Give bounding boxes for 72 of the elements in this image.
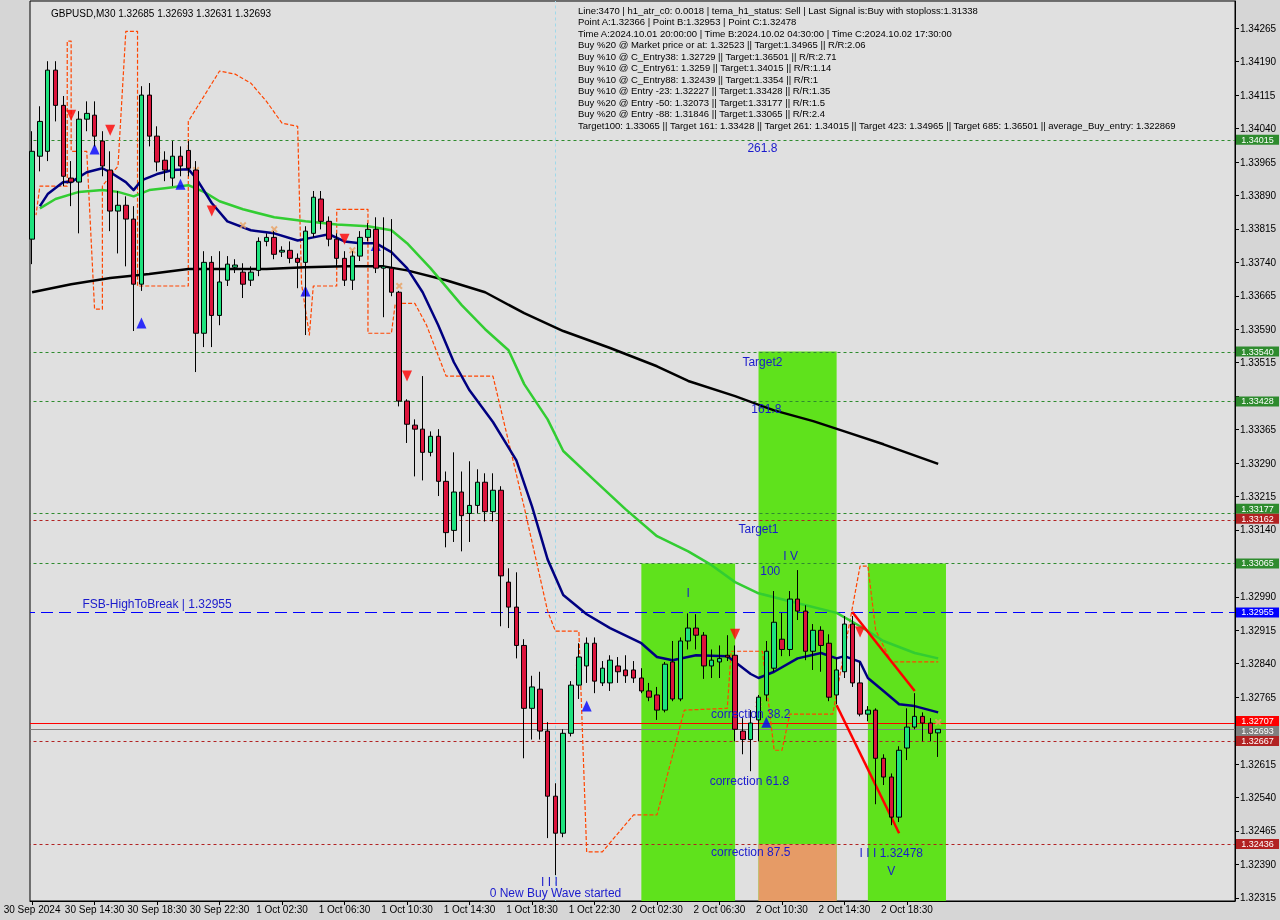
- annotation: Buy %20 @ Market price or at: 1.32523 || Target:1.34965 || R/R:2.06: [578, 39, 866, 50]
- y-tick-label: 1.33215: [1240, 490, 1277, 502]
- y-tick-label: 1.32465: [1240, 825, 1277, 837]
- y-tick-label: 1.33965: [1240, 156, 1277, 168]
- y-tick-label: 1.32540: [1240, 792, 1277, 804]
- ref-line-label: 1.32707: [1241, 716, 1274, 727]
- ref-line-label: 1.33177: [1241, 503, 1274, 514]
- annotation: Buy %20 @ Entry -50: 1.32073 || Target:1.33177 || R/R:1.5: [578, 96, 825, 108]
- ref-line-label: 1.33540: [1241, 346, 1274, 357]
- y-tick-label: 1.32390: [1240, 858, 1277, 870]
- annotation: I I I 1.32478: [859, 846, 924, 861]
- y-tick-label: 1.33140: [1240, 524, 1277, 536]
- y-tick-label: 1.34115: [1240, 89, 1276, 101]
- y-tick-label: 1.34040: [1240, 123, 1277, 135]
- x-tick-label: 2 Oct 14:30: [818, 903, 871, 915]
- x-tick-label: 2 Oct 10:30: [756, 903, 809, 915]
- x-tick-label: 2 Oct 18:30: [881, 903, 934, 915]
- ref-line-label: 1.33428: [1241, 396, 1274, 407]
- y-tick-label: 1.33665: [1240, 290, 1277, 302]
- annotation: I V: [783, 549, 798, 564]
- annotation: Buy %10 @ C_Entry88: 1.32439 || Target:1.3354 || R/R:1: [578, 73, 819, 85]
- annotation: Buy %10 @ C_Entry61: 1.3259 || Target:1.34015 || R/R:1.14: [578, 62, 832, 73]
- x-tick-label: 2 Oct 02:30: [631, 903, 684, 915]
- annotation: Buy %10 @ Entry -23: 1.32227 || Target:1.33428 || R/R:1.35: [578, 85, 831, 96]
- y-tick-label: 1.32990: [1240, 591, 1277, 603]
- y-tick-label: 1.33815: [1240, 223, 1277, 235]
- y-tick-label: 1.33890: [1240, 189, 1277, 201]
- y-tick-label: 1.32615: [1240, 758, 1277, 770]
- annotation: correction 38.2: [711, 707, 791, 722]
- x-tick-label: 1 Oct 10:30: [381, 903, 434, 915]
- ref-line-label: 1.32955: [1241, 607, 1274, 618]
- x-tick-label: 1 Oct 14:30: [443, 903, 496, 915]
- x-tick-label: 30 Sep 18:30: [127, 903, 188, 915]
- text: GBPUSD,M30 1.32685 1.32693 1.32631 1.32693: [51, 7, 272, 19]
- ref-line-label: 1.33065: [1241, 558, 1274, 569]
- x-tick-label: 30 Sep 22:30: [189, 903, 250, 915]
- annotation: 100: [760, 564, 781, 579]
- y-tick-label: 1.33515: [1240, 357, 1277, 369]
- ref-line-label: 1.32693: [1241, 726, 1274, 737]
- annotation: Time A:2024.10.01 20:00:00 | Time B:2024.10.02 04:30:00 | Time C:2024.10.02 17:30:00: [578, 27, 952, 39]
- ref-line-label: 1.32667: [1241, 736, 1274, 747]
- x-tick-label: 30 Sep 14:30: [64, 903, 125, 915]
- annotation: Buy %20 @ Entry -88: 1.31846 || Target:1.33065 || R/R:2.4: [578, 108, 825, 119]
- x-tick-label: 2 Oct 06:30: [693, 903, 746, 915]
- y-tick-label: 1.32315: [1240, 892, 1277, 904]
- annotation: Point A:1.32366 | Point B:1.32953 | Point C:1.32478: [578, 16, 797, 27]
- annotation: I: [686, 586, 690, 601]
- annotation: FSB-HighToBreak | 1.32955: [82, 597, 232, 612]
- x-tick-label: 1 Oct 18:30: [506, 903, 559, 915]
- x-tick-label: 1 Oct 22:30: [568, 903, 621, 915]
- y-tick-label: 1.33365: [1240, 424, 1277, 436]
- ref-line-label: 1.34015: [1241, 134, 1274, 145]
- y-tick-label: 1.33740: [1240, 256, 1277, 268]
- annotation: correction 87.5: [711, 844, 791, 859]
- annotation: Target100: 1.33065 || Target 161: 1.33428 || Target 261: 1.34015 || Target 423: 1.34965 || Target 685: 1.36501 || average_Buy_entry: 1.322869: [578, 119, 1176, 131]
- y-tick-label: 1.34190: [1240, 56, 1277, 68]
- annotation: 0 New Buy Wave started: [489, 885, 622, 900]
- y-tick-label: 1.34265: [1240, 22, 1277, 34]
- x-tick-label: 1 Oct 02:30: [256, 903, 309, 915]
- y-tick-label: 1.32915: [1240, 624, 1277, 636]
- y-tick-label: 1.32840: [1240, 658, 1277, 670]
- y-tick-label: 1.33590: [1240, 323, 1277, 335]
- y-tick-label: 1.33290: [1240, 457, 1277, 469]
- y-tick-label: 1.32765: [1240, 691, 1277, 703]
- annotation: V: [887, 864, 896, 879]
- annotation: Line:3470 | h1_atr_c0: 0.0018 | tema_h1_status: Sell | Last Signal is:Buy with stoploss:1.31338: [578, 4, 978, 16]
- ref-line-label: 1.33162: [1241, 513, 1274, 524]
- x-tick-label: 30 Sep 2024: [3, 903, 61, 915]
- annotation: Buy %10 @ C_Entry38: 1.32729 || Target:1.36501 || R/R:2.71: [578, 50, 837, 62]
- annotation: 261.8: [747, 140, 778, 155]
- x-tick-label: 1 Oct 06:30: [318, 903, 371, 915]
- ref-line-label: 1.32436: [1241, 838, 1274, 849]
